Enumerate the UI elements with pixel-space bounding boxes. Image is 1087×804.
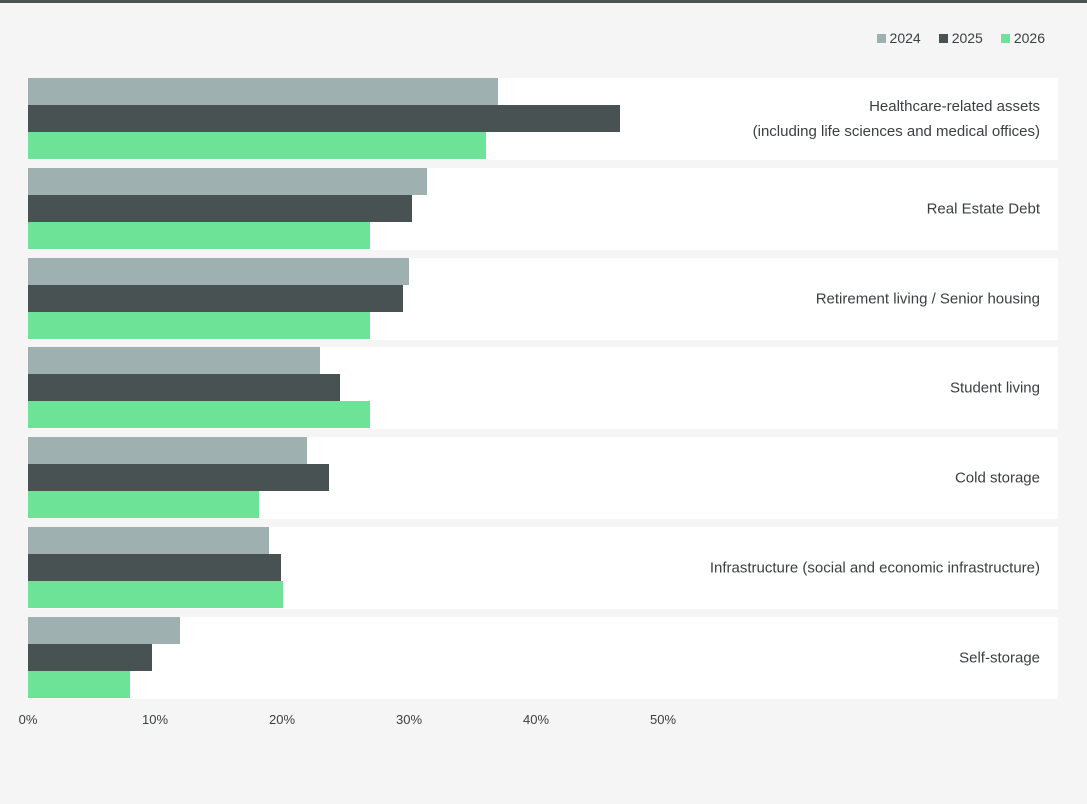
bar-2024: [28, 167, 427, 195]
chart-legend: 2024 2025 2026: [876, 30, 1045, 46]
category-label: Cold storage: [955, 466, 1040, 491]
category-label-line: Cold storage: [954, 469, 1040, 487]
category-label-line: Infrastructure (social and economic infr…: [709, 559, 1040, 577]
bar-2025: [28, 105, 620, 132]
chart-plot-area: Healthcare-related assets (including life…: [28, 78, 1058, 707]
category-row: Retirement living / Senior housing: [28, 257, 1058, 340]
bar-2024: [28, 78, 498, 105]
category-label: Student living: [950, 376, 1040, 401]
top-border: [0, 0, 1087, 3]
bar-2026: [28, 580, 284, 608]
category-row: Real Estate Debt: [28, 167, 1058, 250]
category-row: Cold storage: [28, 437, 1058, 520]
bar-2025: [28, 284, 403, 312]
category-label: Real Estate Debt: [927, 196, 1040, 221]
x-tick-label: 10%: [141, 712, 169, 727]
bar-2026: [28, 491, 260, 519]
x-tick-label: 20%: [268, 712, 296, 727]
legend-item-2026: 2026: [1000, 30, 1045, 46]
bar-2025: [28, 374, 341, 402]
category-row: Infrastructure (social and economic infr…: [28, 526, 1058, 609]
x-tick-label: 40%: [522, 712, 550, 727]
x-tick-label: 30%: [395, 712, 423, 727]
legend-label: 2024: [889, 30, 921, 46]
legend-label: 2026: [1013, 30, 1045, 46]
x-axis: 0% 10% 20% 30% 40% 50%: [19, 712, 1058, 732]
bar-2024: [28, 526, 270, 554]
bar-2025: [28, 643, 153, 671]
category-row: Self-storage: [28, 616, 1058, 699]
category-label: Infrastructure (social and economic infr…: [710, 555, 1040, 580]
category-label: Healthcare-related assets (including life…: [753, 94, 1040, 144]
category-label-line: Healthcare-related assets: [869, 98, 1040, 115]
bar-2026: [28, 401, 370, 429]
bar-2025: [28, 553, 281, 581]
category-label-line: Retirement living / Senior housing: [815, 290, 1040, 308]
category-row: Healthcare-related assets (including life…: [28, 78, 1058, 160]
x-tick-label: 0%: [18, 712, 38, 727]
category-label-line: (including life sciences and medical off…: [752, 123, 1040, 140]
category-label: Retirement living / Senior housing: [816, 286, 1040, 311]
category-row: Student living: [28, 347, 1058, 430]
bar-2026: [28, 132, 487, 159]
bar-2025: [28, 464, 329, 492]
category-label-line: Self-storage: [959, 649, 1040, 667]
legend-item-2025: 2025: [938, 30, 983, 46]
legend-item-2024: 2024: [876, 30, 921, 46]
bar-2026: [28, 311, 370, 339]
legend-label: 2025: [951, 30, 983, 46]
legend-swatch: [938, 33, 948, 43]
category-label-line: Student living: [949, 379, 1040, 397]
category-label-line: Real Estate Debt: [926, 200, 1040, 218]
bar-2024: [28, 347, 321, 375]
x-tick-label: 50%: [650, 712, 677, 727]
category-label: Self-storage: [959, 645, 1040, 670]
bar-2024: [28, 257, 409, 285]
bar-2025: [28, 194, 412, 222]
bar-2024: [28, 437, 308, 465]
legend-swatch: [1000, 33, 1010, 43]
bar-2026: [28, 670, 130, 698]
bar-2026: [28, 221, 370, 249]
legend-swatch: [876, 33, 886, 43]
bar-2024: [28, 616, 181, 644]
